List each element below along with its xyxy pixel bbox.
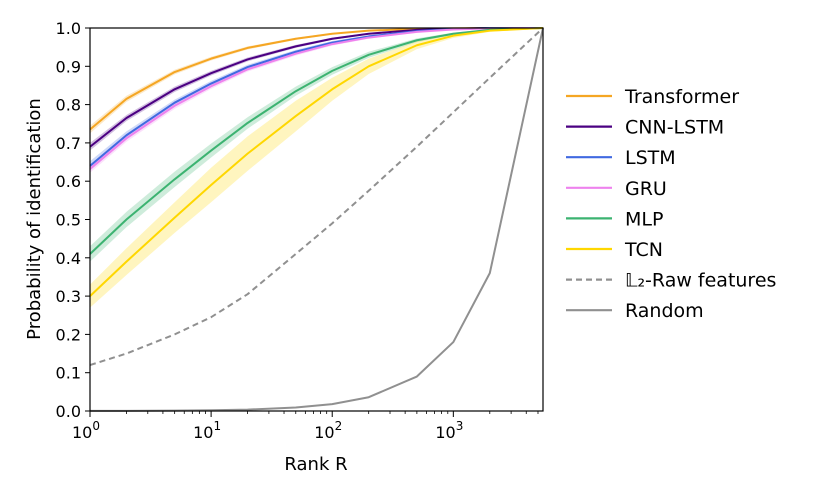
y-tick-label: 0.1 [56,364,81,383]
y-tick-label: 1.0 [56,19,81,38]
x-axis: 100 101 102 103 [72,411,539,442]
x-tick-exponent: 0 [92,419,100,433]
legend-label: Transformer [624,86,739,108]
line-gru [89,27,544,170]
y-tick-label: 0.8 [56,96,81,115]
confidence-bands [90,28,543,308]
legend-label: LSTM [625,147,676,169]
x-tick-label: 101 [193,419,221,442]
x-tick-exponent: 3 [456,419,464,433]
legend-label: CNN-LSTM [625,117,724,139]
x-tick-label: 103 [435,419,463,442]
y-axis: 0.0 0.1 0.2 0.3 0.4 0.5 0.6 0.7 0.8 0.9 1.0 [56,19,90,421]
x-tick-base: 10 [435,423,455,442]
legend-label: MLP [625,208,663,230]
y-tick-label: 0.9 [56,57,81,76]
legend-label: GRU [625,178,667,200]
series-lines [89,27,544,412]
band-tcn [90,28,543,308]
x-tick-label: 100 [72,419,100,442]
legend-label: TCN [624,239,663,261]
x-tick-label: 102 [314,419,342,442]
x-tick-base: 10 [193,423,213,442]
y-tick-label: 0.4 [56,249,81,268]
y-tick-label: 0.7 [56,134,81,153]
x-tick-exponent: 2 [335,419,343,433]
line-mlp [89,27,544,255]
y-tick-label: 0.6 [56,172,81,191]
y-tick-label: 0.3 [56,287,81,306]
y-tick-label: 0.0 [56,402,81,421]
y-tick-label: 0.2 [56,325,81,344]
line-raw-features [89,27,544,366]
x-tick-base: 10 [314,423,334,442]
y-tick-label: 0.5 [56,211,81,230]
legend: Transformer CNN-LSTM LSTM GRU MLP TCN 𝕃₂-Raw f… [566,86,776,322]
x-axis-title: Rank R [284,454,347,475]
legend-label: 𝕃₂-Raw features [625,270,776,292]
line-tcn [89,27,544,297]
y-axis-title: Probability of identification [24,98,45,340]
x-tick-exponent: 1 [213,419,221,433]
x-tick-base: 10 [72,423,92,442]
legend-label: Random [625,300,704,322]
